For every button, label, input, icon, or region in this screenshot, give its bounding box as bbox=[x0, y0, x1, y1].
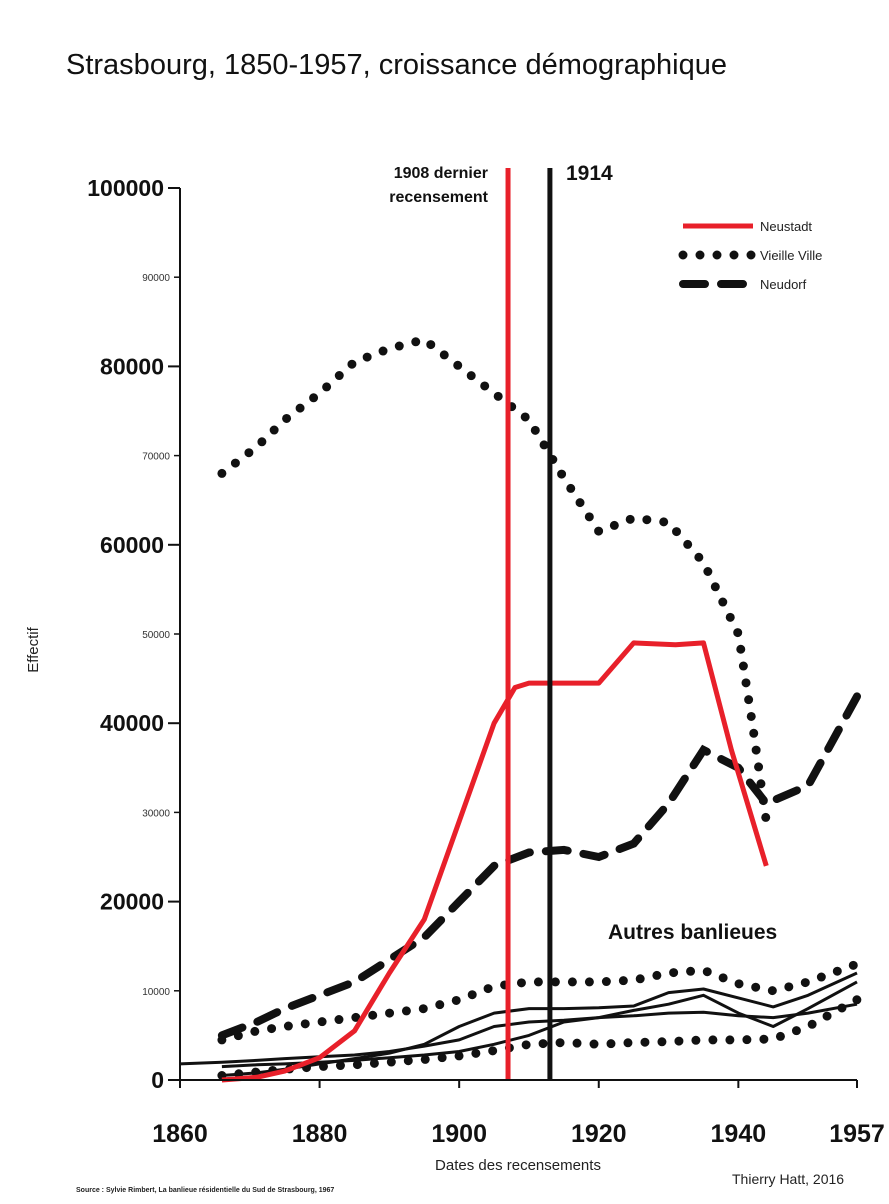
series-line-autres-banlieues bbox=[217, 995, 862, 1080]
legend-label-vieille-ville: Vieille Ville bbox=[760, 248, 822, 263]
series-line-autres-banlieues bbox=[179, 1002, 858, 1066]
series-line-autres-banlieues bbox=[221, 980, 858, 1069]
x-tick-label: 1900 bbox=[431, 1120, 487, 1148]
series-line-vieille-ville bbox=[217, 334, 771, 826]
author-credit: Thierry Hatt, 2016 bbox=[732, 1171, 844, 1187]
legend-label-neudorf: Neudorf bbox=[760, 277, 807, 292]
y-minor-tick-label: 10000 bbox=[142, 987, 170, 998]
y-tick-label: 80000 bbox=[100, 353, 164, 379]
annotation-census-1908-line1: 1908 dernier bbox=[394, 165, 488, 182]
series-line-neustadt bbox=[221, 640, 769, 1083]
source-note: Source : Sylvie Rimbert, La banlieue rés… bbox=[76, 1187, 334, 1194]
y-tick-label: 0 bbox=[151, 1067, 164, 1093]
y-minor-tick-label: 30000 bbox=[142, 808, 170, 819]
annotation-census-1908-line2: recensement bbox=[389, 189, 488, 206]
y-tick-label: 100000 bbox=[87, 175, 164, 201]
y-tick-label: 60000 bbox=[100, 532, 164, 558]
x-tick-label: 1880 bbox=[292, 1120, 348, 1148]
series-line-autres-banlieues bbox=[217, 959, 862, 1045]
y-minor-tick-label: 90000 bbox=[142, 273, 170, 284]
y-tick-label: 20000 bbox=[100, 889, 164, 915]
chart-title: Strasbourg, 1850-1957, croissance démogr… bbox=[66, 49, 727, 81]
y-minor-tick-label: 70000 bbox=[142, 452, 170, 463]
y-tick-label: 40000 bbox=[100, 710, 164, 736]
axes-layer: 0 20000 40000 60000 80000 100000 10000 30000 500… bbox=[87, 175, 885, 1148]
annotation-autres-banlieues: Autres banlieues bbox=[608, 921, 777, 944]
legend-label-neustadt: Neustadt bbox=[760, 219, 812, 234]
legend: Neustadt Vieille Ville Neudorf bbox=[678, 219, 822, 292]
x-tick-label: 1920 bbox=[571, 1120, 627, 1148]
y-axis-label: Effectif bbox=[25, 626, 42, 672]
y-minor-tick-label: 50000 bbox=[142, 630, 170, 641]
x-tick-label: 1957 bbox=[829, 1120, 885, 1148]
annotation-1914: 1914 bbox=[566, 162, 613, 185]
series-layer bbox=[179, 168, 862, 1083]
x-tick-label: 1940 bbox=[711, 1120, 767, 1148]
series-line-autres-banlieues bbox=[221, 971, 858, 1077]
x-tick-label: 1860 bbox=[152, 1120, 208, 1148]
x-axis-label: Dates des recensements bbox=[435, 1157, 601, 1174]
